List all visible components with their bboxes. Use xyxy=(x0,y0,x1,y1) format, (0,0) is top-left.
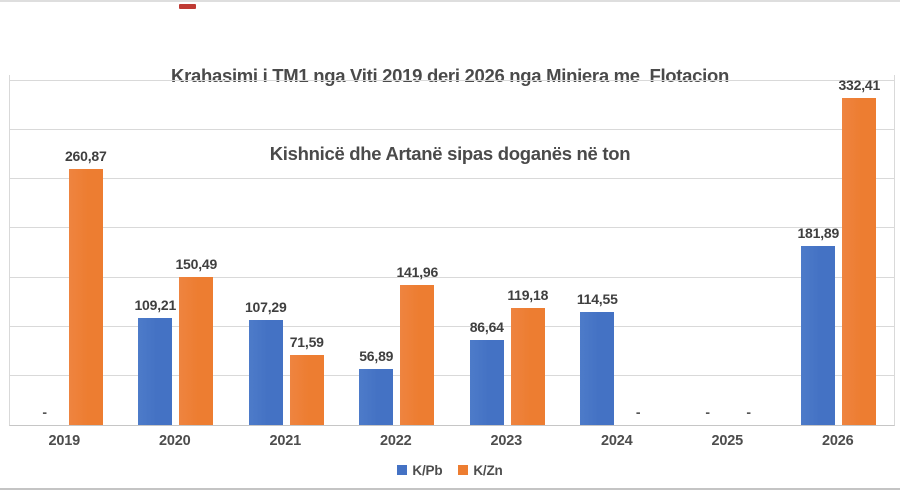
value-label-kzn-2019: 260,87 xyxy=(64,147,107,164)
bar-kzn-2021 xyxy=(289,354,324,425)
frame-bottom-line xyxy=(0,488,900,490)
gridline xyxy=(10,129,894,131)
value-label-kzn-2022: 141,96 xyxy=(396,264,439,281)
value-label-kzn-2020: 150,49 xyxy=(175,256,218,273)
x-axis-label-2024: 2024 xyxy=(601,433,633,449)
bar-kzn-2020 xyxy=(179,277,214,425)
frame-top-line xyxy=(0,0,900,2)
gridline xyxy=(10,276,894,278)
legend-label: K/Zn xyxy=(473,462,503,478)
bar-kzn-2019 xyxy=(68,168,103,425)
bar-kpb-2022 xyxy=(359,369,394,425)
bar-kzn-2022 xyxy=(400,285,435,425)
gridline xyxy=(10,227,894,229)
legend-item-kpb: K/Pb xyxy=(397,462,443,478)
x-axis-label-2021: 2021 xyxy=(269,433,302,449)
missing-value-dash-kzn-2024: - xyxy=(635,404,641,420)
plot-area: - 260,87 109,21 150,49 107,29 71,59 56,89 141,9… xyxy=(9,75,895,426)
value-label-kpb-2024: 114,55 xyxy=(576,291,618,308)
x-axis-label-2019: 2019 xyxy=(48,433,81,449)
value-label-kpb-2020: 109,21 xyxy=(134,296,177,313)
value-label-kpb-2023: 86,64 xyxy=(469,318,504,335)
legend-swatch-icon xyxy=(458,465,469,475)
x-axis-label-2022: 2022 xyxy=(380,433,412,449)
missing-value-dash-kpb-2025: - xyxy=(705,404,711,420)
value-label-kpb-2022: 56,89 xyxy=(359,348,394,365)
gridline xyxy=(10,325,894,327)
chart-title-line2: Kishnicë dhe Artanë sipas doganës në ton xyxy=(269,143,631,164)
value-label-kpb-2021: 107,29 xyxy=(244,298,287,315)
legend-swatch-icon xyxy=(397,465,408,475)
bar-kpb-2026 xyxy=(801,246,836,425)
x-axis-label-2020: 2020 xyxy=(159,433,191,449)
x-axis-label-2025: 2025 xyxy=(711,433,744,449)
gridline xyxy=(10,178,894,180)
bar-kzn-2026 xyxy=(842,98,877,425)
bar-kpb-2024 xyxy=(580,312,615,425)
red-marker-artifact xyxy=(179,4,196,9)
gridline xyxy=(10,374,894,376)
x-axis-label-2026: 2026 xyxy=(822,433,854,449)
missing-value-dash-kzn-2025: - xyxy=(746,404,752,420)
value-label-kzn-2026: 332,41 xyxy=(838,77,881,94)
bar-kpb-2021 xyxy=(248,319,283,425)
legend-label: K/Pb xyxy=(412,462,443,478)
bar-kpb-2020 xyxy=(138,317,173,425)
x-axis-label-2023: 2023 xyxy=(490,433,523,449)
legend: K/Pb K/Zn xyxy=(0,461,900,479)
bar-kzn-2023 xyxy=(510,307,545,425)
missing-value-dash-kpb-2019: - xyxy=(42,404,48,420)
gridline xyxy=(10,79,894,81)
bar-kpb-2023 xyxy=(469,339,504,425)
legend-item-kzn: K/Zn xyxy=(458,462,503,478)
value-label-kzn-2021: 71,59 xyxy=(289,333,324,350)
value-label-kzn-2023: 119,18 xyxy=(507,286,549,303)
value-label-kpb-2026: 181,89 xyxy=(797,225,840,242)
